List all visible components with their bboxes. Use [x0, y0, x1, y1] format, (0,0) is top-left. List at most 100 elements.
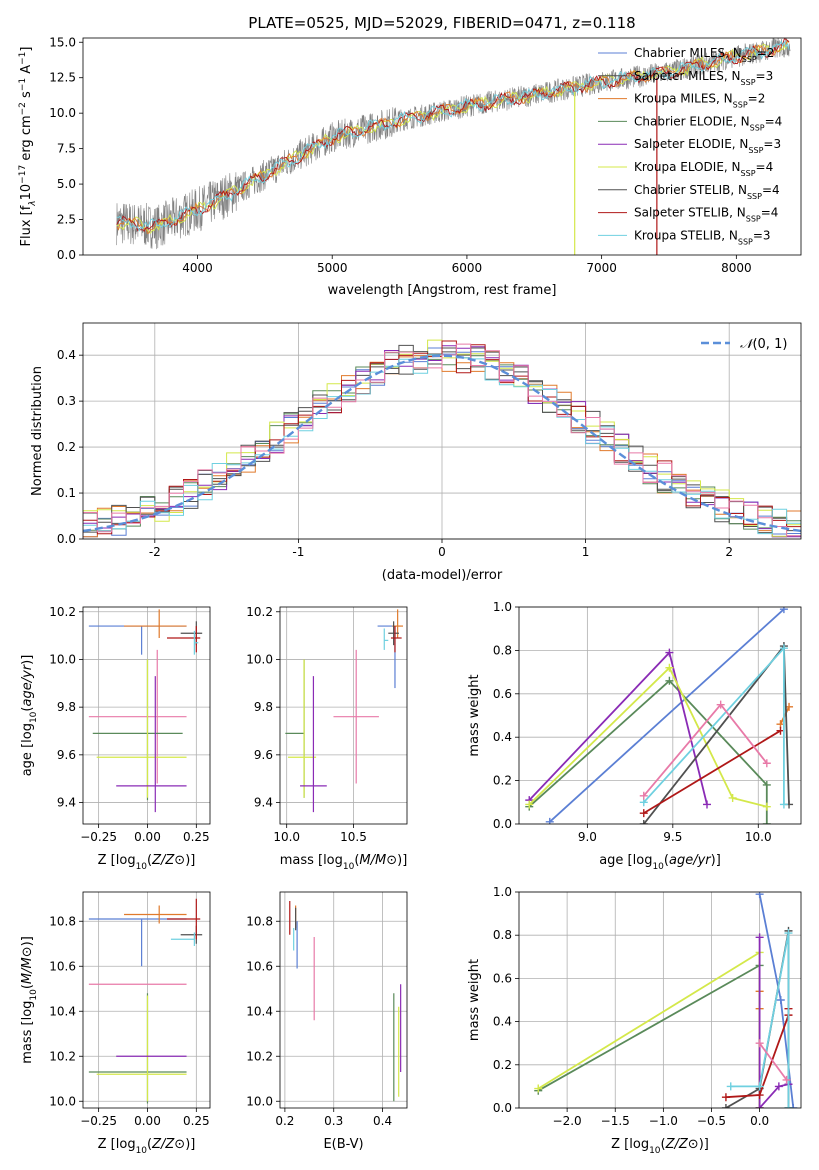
legend-text: Kroupa MILES, N	[634, 92, 733, 106]
x-axis-label-part: )]	[711, 853, 721, 868]
y-axis-label-part: Flux [f	[19, 205, 34, 246]
x-tick-label: 0.0	[750, 1114, 769, 1128]
y-axis-label: Normed distribution	[30, 366, 45, 496]
y-tick-label: 9.4	[57, 796, 76, 810]
y-axis-label-part: (	[20, 707, 35, 712]
legend-value: =4	[756, 160, 774, 174]
y-tick-label: 0.4	[493, 1015, 512, 1029]
y-tick-label: 7.5	[57, 142, 76, 156]
y-axis-label-part: mass [log	[20, 1001, 35, 1064]
x-tick-label: 0	[438, 545, 446, 559]
y-tick-label: 9.6	[254, 748, 273, 762]
x-axis-label-part: Z [log	[98, 1137, 136, 1152]
weight-line	[528, 679, 768, 824]
y-tick-label: 0.8	[493, 928, 512, 942]
x-axis-label: E(B-V)	[323, 1137, 363, 1152]
y-tick-label: 10.8	[49, 914, 76, 928]
x-axis-label-part: 10	[652, 862, 664, 872]
x-axis-label-part: 10	[136, 1146, 148, 1156]
y-tick-label: 0.1	[57, 486, 76, 500]
legend-subscript: SSP	[733, 100, 748, 109]
legend-value: =4	[762, 183, 780, 197]
x-tick-label: 0.00	[134, 1114, 161, 1128]
x-axis-label-part: Z [log	[98, 853, 136, 868]
x-axis-label-part: (	[661, 1137, 666, 1152]
model-spectrum-line	[116, 40, 790, 232]
legend-subscript: SSP	[741, 169, 756, 178]
plot-area	[88, 898, 203, 1104]
y-tick-label: 10.4	[49, 1004, 76, 1018]
y-tick-label: 0.2	[493, 774, 512, 788]
weight-marker	[534, 1084, 543, 1093]
plot-area	[525, 607, 794, 824]
y-tick-label: 10.4	[246, 1004, 273, 1018]
plot-residuals: -2 -1 0 1 2 0.0 0.1 0.2 0.3 0.4	[57, 322, 802, 559]
legend-subscript: SSP	[738, 237, 753, 246]
legend-text: Salpeter ELODIE, N	[634, 137, 748, 151]
weight-line	[758, 937, 789, 1108]
x-axis-label-part: 10	[343, 862, 355, 872]
x-tick-label: 0.4	[373, 1114, 392, 1128]
x-tick-label: −1.5	[601, 1114, 630, 1128]
y-tick-label: 0.6	[493, 971, 512, 985]
weight-marker	[665, 676, 674, 685]
plot-mass-vs-Z: −0.25 0.00 0.25 10.0 10.2 10.4 10.6 10.8	[49, 891, 211, 1128]
legend-label: Kroupa MILES, NSSP=2	[634, 92, 765, 110]
y-tick-label: 0.6	[493, 687, 512, 701]
x-tick-label: −0.5	[697, 1114, 726, 1128]
x-axis-label-part: 10	[649, 1146, 661, 1156]
legend-value: =4	[761, 206, 779, 220]
x-axis-label-part: 10	[136, 862, 148, 872]
legend-text: Chabrier ELODIE, N	[634, 114, 750, 128]
x-axis-label-part: (	[664, 853, 669, 868]
x-axis-label-part: )]	[397, 853, 407, 868]
legend-label-part: (0, 1)	[752, 337, 787, 352]
y-axis-label-part: erg cm	[19, 115, 34, 164]
weight-marker	[716, 700, 725, 709]
weight-marker	[665, 648, 674, 657]
weight-marker	[755, 892, 764, 899]
y-tick-label: 9.4	[254, 796, 273, 810]
y-axis-label-part: )]	[20, 655, 35, 665]
x-tick-label: 2	[725, 545, 733, 559]
y-tick-label: 10.6	[246, 959, 273, 973]
weight-marker	[762, 759, 771, 768]
y-axis-label-part: A	[19, 65, 34, 78]
y-axis-label-part: −1	[18, 52, 28, 65]
legend-subscript: SSP	[742, 55, 757, 64]
y-axis-label: age [log10(age/yr)]	[20, 655, 39, 777]
x-axis-label-part: Z [log	[611, 1137, 649, 1152]
legend-subscript: SSP	[750, 123, 765, 132]
x-axis-label-part: (	[147, 853, 152, 868]
x-tick-label: 6000	[452, 261, 483, 275]
legend-label: Salpeter STELIB, NSSP=4	[634, 206, 778, 224]
plot-mass-vs-ebv: 0.2 0.3 0.4 10.0 10.2 10.4 10.6 10.8	[246, 891, 408, 1128]
weight-marker	[779, 607, 788, 614]
y-axis-label-part: age/yr	[20, 663, 35, 706]
y-tick-label: 0.0	[57, 248, 76, 262]
y-tick-label: 0.2	[57, 440, 76, 454]
plot-weight-vs-age: 9.0 9.5 10.0 0.0 0.2 0.4 0.6 0.8 1.0	[493, 600, 802, 844]
legend-label: Chabrier STELIB, NSSP=4	[634, 183, 780, 201]
weight-marker	[665, 663, 674, 672]
x-axis-label-part: mass [log	[280, 853, 343, 868]
x-axis-label-part: age [log	[599, 853, 652, 868]
weight-marker	[755, 1104, 764, 1108]
y-axis-label-part: (	[20, 984, 35, 989]
x-axis-label-part: )]	[699, 1137, 709, 1152]
x-tick-label: 0.2	[275, 1114, 294, 1128]
legend-subscript: SSP	[748, 146, 763, 155]
y-axis-label-part: ]	[19, 47, 34, 52]
weight-marker	[755, 1039, 764, 1048]
legend-text: Salpeter MILES, N	[634, 69, 741, 83]
legend-text: Kroupa ELODIE, N	[634, 160, 741, 174]
x-axis-label: mass [log10(M/M⊙)]	[280, 853, 408, 872]
weight-marker	[779, 800, 788, 809]
x-axis-label: Z [log10(Z/Z⊙)]	[98, 853, 196, 872]
legend-value: =3	[753, 228, 771, 242]
y-axis-label-part: −1	[18, 78, 28, 91]
plot-area	[534, 892, 798, 1108]
y-axis-label-part: −2	[18, 102, 28, 115]
plot-spectrum: 4000 5000 6000 7000 8000 0.0 2.5 5.0 7.5 10.0 12.5…	[49, 35, 802, 275]
